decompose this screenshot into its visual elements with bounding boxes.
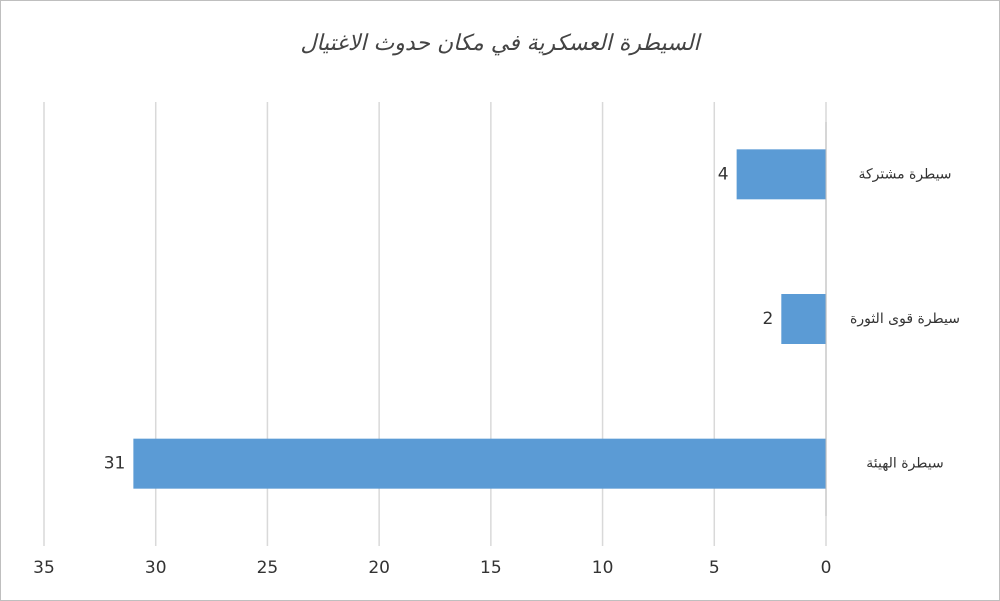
x-tick-label: 35: [33, 558, 55, 578]
x-tick-label: 10: [592, 558, 614, 578]
x-tick-label: 20: [368, 558, 390, 578]
bar: [781, 294, 826, 344]
bar: [736, 149, 826, 200]
chart-title: السيطرة العسكرية في مكان حدوث الاغتيال: [300, 31, 702, 56]
bar: [133, 438, 826, 489]
y-tick-label: سيطرة الهيئة: [866, 456, 944, 472]
x-tick-label: 0: [821, 558, 832, 578]
data-label: 31: [104, 454, 126, 474]
x-tick-label: 30: [145, 558, 167, 578]
y-tick-label: سيطرة مشتركة: [858, 166, 951, 182]
x-tick-label: 15: [480, 558, 502, 578]
y-tick-label: سيطرة قوى الثورة: [850, 311, 960, 327]
data-label: 2: [762, 309, 773, 329]
x-tick-label: 25: [257, 558, 279, 578]
data-label: 4: [718, 164, 729, 184]
x-tick-label: 5: [709, 558, 720, 578]
